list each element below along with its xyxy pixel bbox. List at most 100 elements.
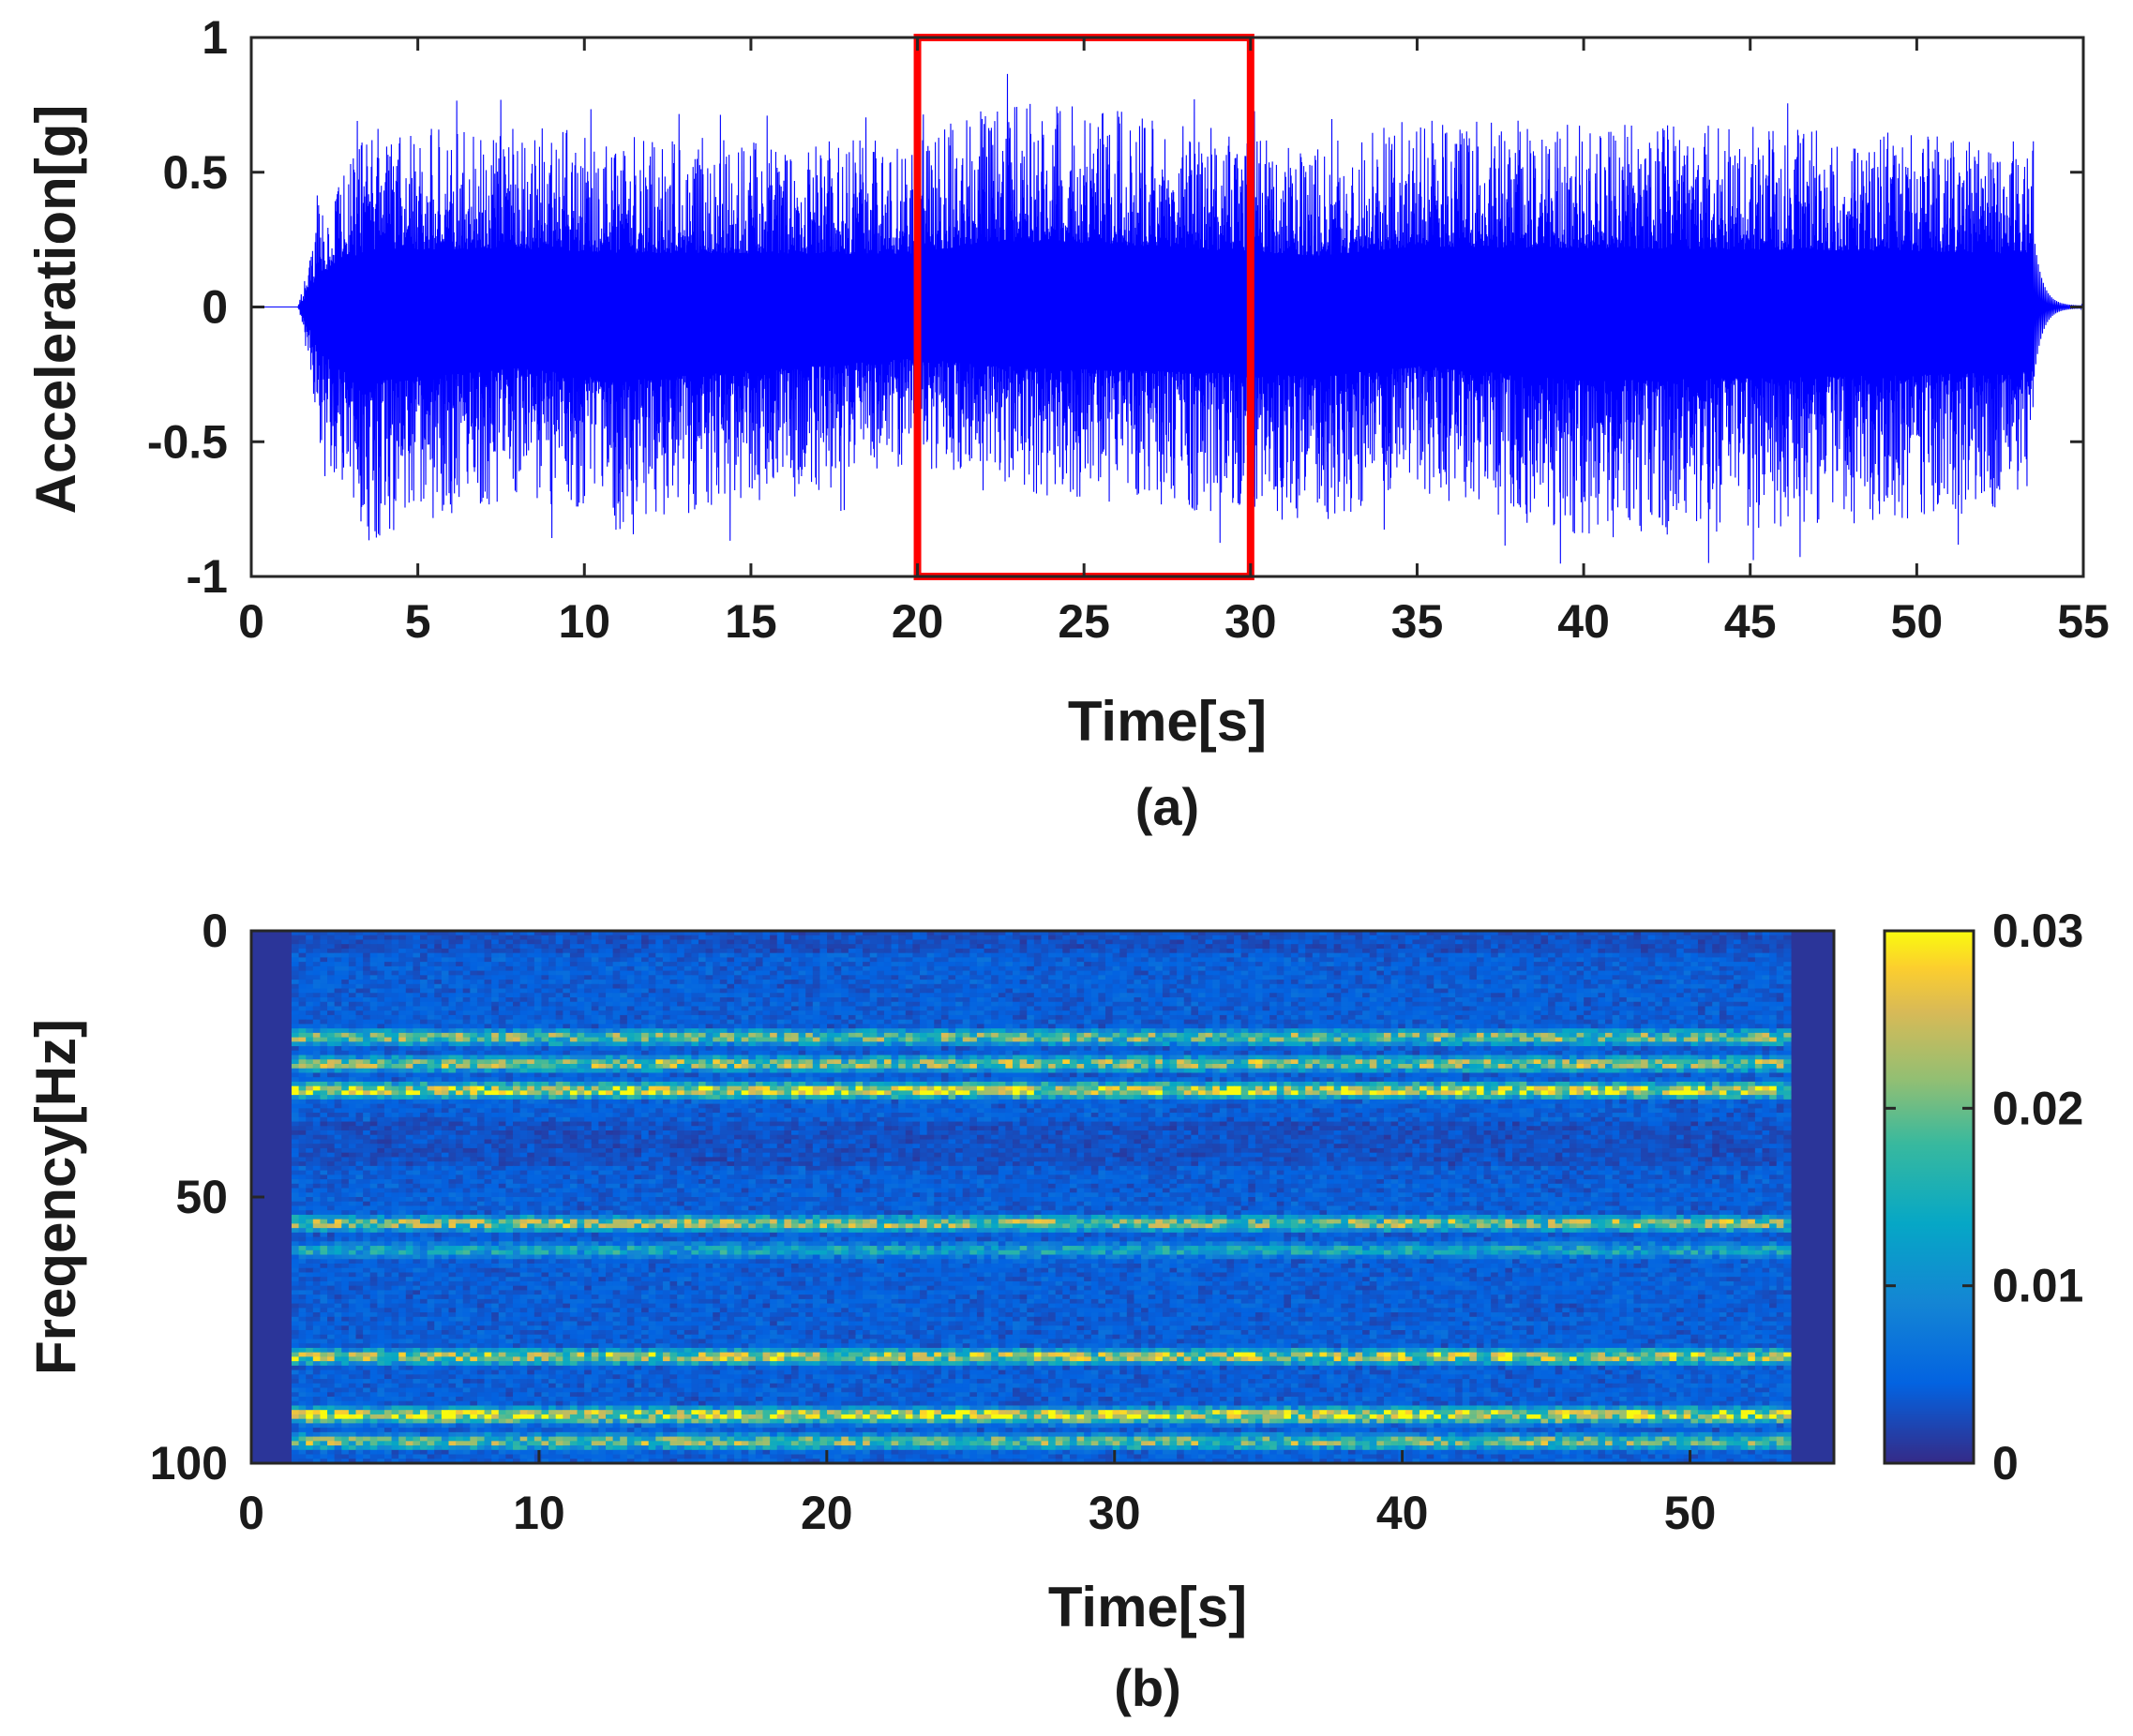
heatmap-cell	[1313, 1002, 1320, 1007]
heatmap-cell	[1319, 957, 1327, 962]
heatmap-cell	[1091, 949, 1099, 953]
heatmap-cell	[1105, 993, 1113, 997]
heatmap-cell	[1084, 980, 1091, 984]
heatmap-cell	[584, 1010, 592, 1015]
heatmap-cell	[691, 1010, 698, 1015]
heatmap-cell	[349, 939, 356, 944]
heatmap-cell	[313, 944, 321, 949]
heatmap-cell	[1455, 1006, 1463, 1010]
heatmap-cell	[1341, 1028, 1348, 1033]
heatmap-cell	[1534, 984, 1541, 989]
heatmap-cell	[1577, 953, 1585, 958]
heatmap-cell	[1690, 980, 1698, 984]
heatmap-cell	[1105, 980, 1113, 984]
heatmap-cell	[1690, 1015, 1698, 1020]
heatmap-cell	[1655, 939, 1662, 944]
heatmap-cell	[1570, 1024, 1577, 1028]
heatmap-cell	[756, 953, 763, 958]
heatmap-cell	[1284, 1002, 1291, 1007]
heatmap-cell	[413, 1010, 420, 1015]
heatmap-cell	[563, 966, 570, 971]
heatmap-cell	[948, 997, 955, 1002]
heatmap-cell	[1220, 1020, 1227, 1025]
heatmap-cell	[1198, 1002, 1206, 1007]
heatmap-cell	[1627, 953, 1634, 958]
chart-a: 0 5 10 15 20 25 30 35 40 45 50 55 10.50-0.5-1 Time[…	[24, 11, 2110, 836]
heatmap-cell	[1484, 935, 1492, 940]
heatmap-cell	[1398, 980, 1405, 984]
heatmap-cell	[1127, 1002, 1134, 1007]
heatmap-cell	[1070, 980, 1077, 984]
heatmap-cell	[499, 997, 506, 1002]
heatmap-cell	[1348, 975, 1356, 980]
heatmap-cell	[1299, 997, 1306, 1002]
heatmap-cell	[1555, 980, 1563, 984]
heatmap-cell	[349, 1002, 356, 1007]
heatmap-cell	[770, 971, 777, 976]
heatmap-cell	[485, 1010, 492, 1015]
heatmap-cell	[734, 962, 742, 966]
heatmap-cell	[1684, 993, 1691, 997]
heatmap-cell	[548, 989, 556, 994]
heatmap-cell	[1763, 939, 1770, 944]
heatmap-cell	[977, 966, 984, 971]
heatmap-cell	[606, 949, 613, 953]
heatmap-cell	[548, 953, 556, 958]
heatmap-cell	[1184, 989, 1192, 994]
heatmap-cell	[1091, 935, 1099, 940]
heatmap-cell	[1034, 935, 1042, 940]
heatmap-cell	[463, 1024, 471, 1028]
heatmap-cell	[777, 1020, 785, 1025]
heatmap-cell	[556, 949, 563, 953]
heatmap-cell	[870, 1024, 878, 1028]
heatmap-cell	[606, 1015, 613, 1020]
heatmap-cell	[306, 980, 313, 984]
heatmap-cell	[1027, 980, 1034, 984]
heatmap-cell	[1291, 949, 1299, 953]
heatmap-cell	[1619, 989, 1627, 994]
heatmap-cell	[934, 1033, 941, 1038]
heatmap-cell	[748, 975, 756, 980]
heatmap-cell	[706, 971, 714, 976]
heatmap-cell	[791, 957, 799, 962]
heatmap-cell	[1355, 1010, 1362, 1015]
heatmap-cell	[1748, 957, 1755, 962]
heatmap-cell	[999, 1028, 1006, 1033]
heatmap-cell	[1048, 953, 1056, 958]
heatmap-cell	[1755, 935, 1763, 940]
heatmap-cell	[1284, 984, 1291, 989]
heatmap-cell	[485, 1002, 492, 1007]
heatmap-cell	[505, 944, 513, 949]
heatmap-cell	[727, 939, 734, 944]
heatmap-cell	[663, 975, 670, 980]
heatmap-cell	[912, 939, 920, 944]
heatmap-cell	[527, 980, 534, 984]
heatmap-cell	[884, 989, 892, 994]
heatmap-cell	[1119, 962, 1127, 966]
heatmap-cell	[1720, 962, 1727, 966]
heatmap-cell	[1248, 939, 1255, 944]
heatmap-cell	[1712, 1015, 1720, 1020]
heatmap-cell	[1448, 1028, 1455, 1033]
heatmap-cell	[1655, 953, 1662, 958]
heatmap-cell	[1434, 984, 1441, 989]
heatmap-cell	[1105, 997, 1113, 1002]
heatmap-cell	[1584, 971, 1591, 976]
heatmap-cell	[620, 1024, 627, 1028]
heatmap-cell	[1355, 944, 1362, 949]
heatmap-cell	[920, 939, 927, 944]
heatmap-cell	[592, 949, 599, 953]
heatmap-cell	[1013, 1006, 1020, 1010]
heatmap-cell	[627, 989, 635, 994]
heatmap-cell	[1184, 939, 1192, 944]
heatmap-cell	[748, 1024, 756, 1028]
heatmap-cell	[934, 1002, 941, 1007]
heatmap-cell	[1605, 980, 1613, 984]
heatmap-cell	[641, 1020, 649, 1025]
heatmap-cell	[670, 971, 678, 976]
heatmap-cell	[1384, 1015, 1391, 1020]
heatmap-cell	[613, 1006, 621, 1010]
heatmap-cell	[1741, 962, 1749, 966]
heatmap-cell	[1505, 1020, 1512, 1025]
heatmap-cell	[1434, 1020, 1441, 1025]
